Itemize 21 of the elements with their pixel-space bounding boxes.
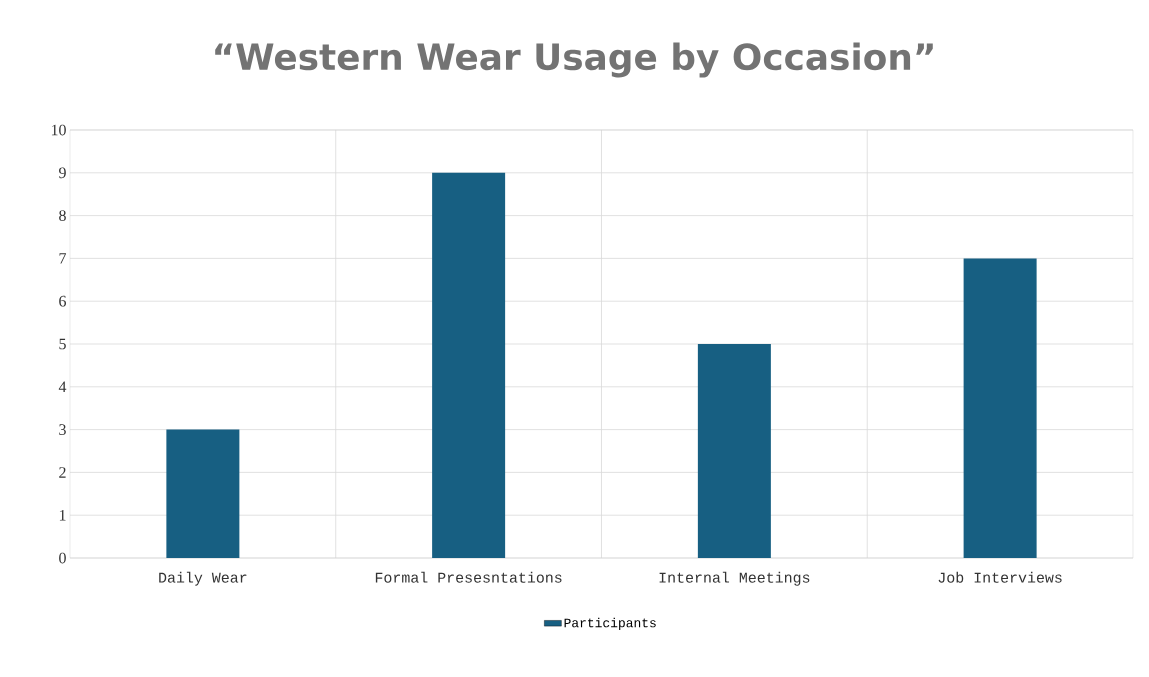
x-tick-label: Formal Presesntations	[375, 571, 562, 583]
y-tick-label: 9	[59, 167, 66, 179]
y-tick-label: 2	[59, 467, 66, 478]
bar	[697, 344, 771, 558]
bar	[166, 429, 240, 558]
y-tick-label: 7	[59, 253, 67, 264]
bar	[432, 172, 506, 558]
bar	[963, 258, 1037, 558]
y-tick-label: 6	[59, 295, 67, 307]
chart-title: “Western Wear Usage by Occasion”	[215, 42, 933, 78]
y-tick-label: 5	[59, 338, 66, 350]
y-tick-label: 4	[58, 381, 67, 393]
y-tick-label: 10	[51, 124, 66, 136]
y-tick-label: 8	[59, 210, 66, 221]
x-tick-label: Daily Wear	[159, 571, 247, 586]
x-tick-label: Job Interviews	[938, 571, 1062, 583]
y-tick-label: 1	[59, 509, 66, 521]
x-tick-label: Internal Meetings	[659, 571, 810, 586]
legend-label: Participants	[564, 617, 656, 630]
y-tick-label: 0	[59, 552, 66, 564]
y-tick-label: 3	[59, 424, 66, 435]
